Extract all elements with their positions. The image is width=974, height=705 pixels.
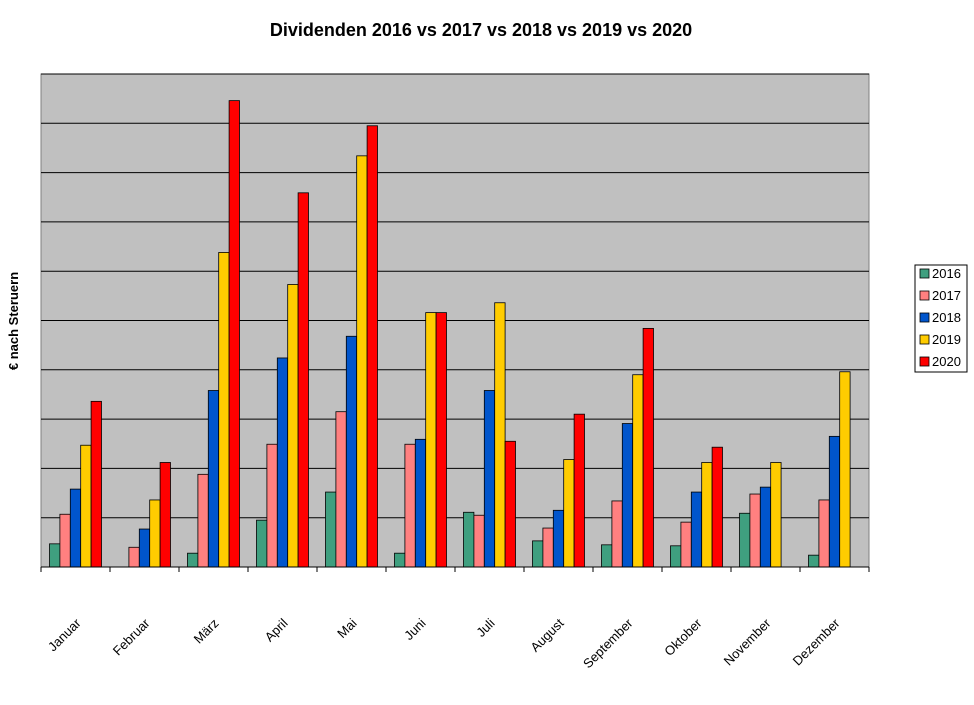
bar-2020-8 bbox=[642, 327, 654, 568]
bar-2017-8 bbox=[611, 500, 623, 568]
x-tick-label: Juni bbox=[401, 615, 429, 643]
bar-2016-10 bbox=[739, 512, 751, 568]
bar-2018-11 bbox=[828, 435, 841, 568]
x-tick-label: September bbox=[580, 615, 636, 671]
x-tick-label: August bbox=[527, 615, 566, 654]
bar-2019-4 bbox=[356, 155, 368, 568]
bar-2020-0 bbox=[90, 400, 102, 568]
legend: 2016 2017 2018 2019 2020 bbox=[914, 264, 968, 373]
bar-2017-4 bbox=[335, 411, 347, 568]
bar-2018-4 bbox=[345, 335, 358, 568]
legend-label-2019: 2019 bbox=[932, 332, 961, 347]
bar-2019-2 bbox=[218, 252, 230, 568]
x-tick-label: Februar bbox=[110, 615, 153, 658]
bar-2017-3 bbox=[266, 443, 278, 568]
bar-2020-2 bbox=[228, 100, 240, 568]
bar-2017-2 bbox=[197, 473, 209, 568]
bar-2018-10 bbox=[759, 486, 772, 568]
bar-2016-0 bbox=[49, 543, 61, 568]
bar-2017-9 bbox=[680, 521, 692, 568]
legend-label-2017: 2017 bbox=[932, 288, 961, 303]
bar-2019-1 bbox=[149, 499, 161, 568]
bar-2016-2 bbox=[187, 552, 199, 568]
chart-title: Dividenden 2016 vs 2017 vs 2018 vs 2019 … bbox=[270, 20, 692, 40]
bar-2018-7 bbox=[552, 509, 565, 568]
bar-2020-9 bbox=[711, 446, 723, 568]
bar-2019-6 bbox=[494, 302, 506, 568]
legend-label-2020: 2020 bbox=[932, 354, 961, 369]
bar-2017-5 bbox=[404, 443, 416, 568]
bar-2017-6 bbox=[473, 514, 485, 568]
bar-2018-9 bbox=[690, 491, 703, 568]
x-tick-label: Dezember bbox=[790, 615, 843, 668]
bar-2019-7 bbox=[563, 459, 575, 568]
bar-2018-3 bbox=[276, 357, 289, 568]
legend-swatch-2018 bbox=[919, 312, 930, 323]
bar-2020-5 bbox=[435, 312, 447, 568]
legend-swatch-2016 bbox=[919, 268, 930, 279]
bar-2020-3 bbox=[297, 192, 309, 568]
legend-label-2016: 2016 bbox=[932, 266, 961, 281]
bar-2016-3 bbox=[256, 519, 268, 568]
legend-swatch-2020 bbox=[919, 356, 930, 367]
x-tick-label: Mai bbox=[334, 615, 359, 640]
bar-2019-0 bbox=[80, 444, 92, 568]
legend-label-2018: 2018 bbox=[932, 310, 961, 325]
legend-swatch-2019 bbox=[919, 334, 930, 345]
bar-2020-6 bbox=[504, 440, 516, 568]
x-tick-label: März bbox=[191, 616, 222, 647]
bar-2020-7 bbox=[573, 413, 585, 568]
bar-2020-1 bbox=[159, 462, 171, 568]
x-tick-labels: Januar Februar März April Mai Juni Juli August S… bbox=[45, 615, 843, 671]
bar-2018-0 bbox=[69, 488, 82, 568]
bar-2016-11 bbox=[808, 554, 820, 568]
bar-2017-1 bbox=[128, 546, 140, 568]
legend-swatch-2017 bbox=[919, 290, 930, 301]
bar-2016-6 bbox=[463, 511, 475, 568]
bar-2016-4 bbox=[325, 491, 337, 568]
x-tick-label: November bbox=[721, 615, 774, 668]
bar-2019-3 bbox=[287, 284, 299, 568]
bar-2019-11 bbox=[839, 371, 851, 568]
bar-2018-1 bbox=[138, 528, 151, 568]
x-tick-label: Juli bbox=[473, 615, 497, 639]
bar-2019-9 bbox=[701, 462, 713, 568]
gridlines bbox=[41, 73, 869, 519]
bar-2016-5 bbox=[394, 552, 406, 568]
bar-2016-9 bbox=[670, 545, 682, 568]
x-axis bbox=[40, 566, 870, 572]
bar-2019-8 bbox=[632, 374, 644, 568]
bar-2018-8 bbox=[621, 423, 634, 568]
bar-2020-4 bbox=[366, 125, 378, 568]
bars bbox=[49, 100, 851, 568]
bar-2019-10 bbox=[770, 462, 782, 568]
bar-2017-7 bbox=[542, 527, 554, 568]
bar-2016-8 bbox=[601, 544, 613, 568]
bar-2016-7 bbox=[532, 540, 544, 568]
x-tick-label: Januar bbox=[45, 615, 84, 654]
y-axis-label: € nach Steruern bbox=[6, 272, 21, 370]
bar-2018-5 bbox=[414, 438, 427, 568]
x-tick-label: April bbox=[262, 615, 291, 644]
bar-2019-5 bbox=[425, 312, 437, 568]
bar-2017-10 bbox=[749, 493, 761, 568]
bar-2018-2 bbox=[207, 390, 220, 568]
bar-2018-6 bbox=[483, 390, 496, 568]
bar-2017-11 bbox=[818, 499, 830, 568]
bar-2017-0 bbox=[59, 513, 71, 568]
x-tick-label: Oktober bbox=[661, 615, 705, 659]
